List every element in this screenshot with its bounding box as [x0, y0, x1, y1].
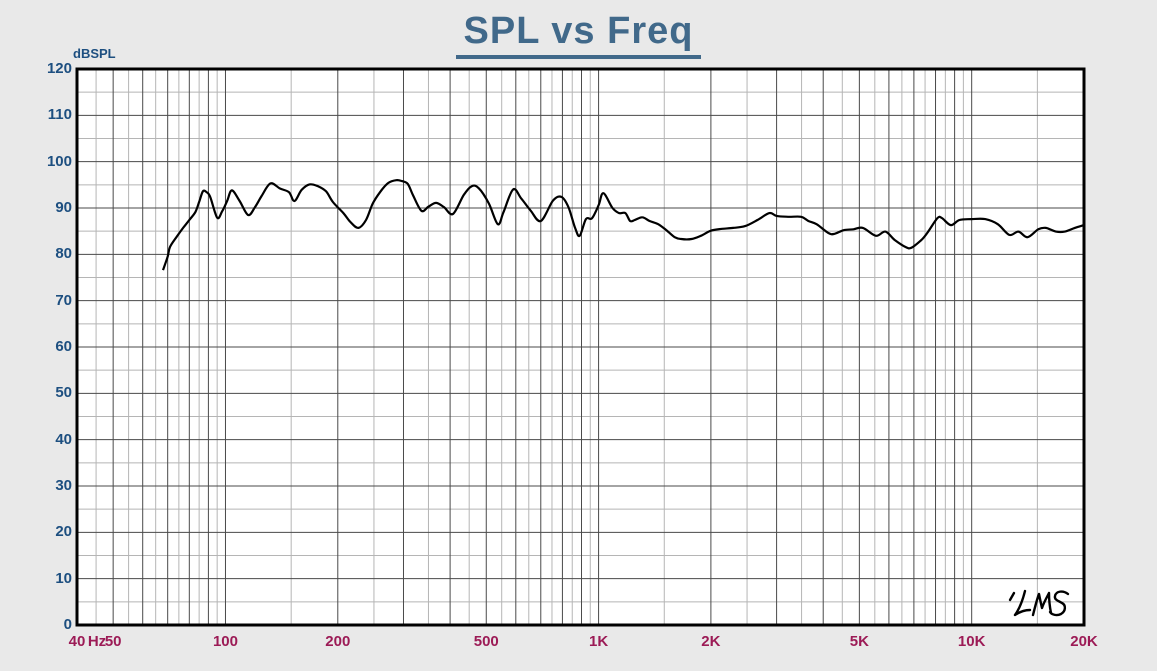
- lms-logo-icon: [1008, 589, 1070, 617]
- x-tick-label: 10K: [957, 633, 986, 650]
- plot-frame: [75, 67, 1086, 627]
- x-tick-label: 20K: [1070, 633, 1098, 650]
- y-tick-label: 20: [55, 523, 72, 541]
- chart-title: SPL vs Freq: [0, 10, 1157, 59]
- y-tick-label: 70: [55, 291, 72, 309]
- x-tick-label: 100: [212, 633, 238, 650]
- x-tick-label: 1K: [588, 633, 609, 650]
- y-tick-label: 100: [46, 152, 72, 170]
- x-tick-label: 2K: [701, 633, 721, 650]
- y-tick-label: 0: [63, 616, 72, 633]
- y-tick-label: 10: [55, 569, 72, 587]
- x-tick-label: 200: [325, 633, 351, 650]
- y-tick-label: 80: [55, 245, 72, 263]
- x-tick-label: 50: [104, 633, 122, 650]
- y-tick-label: 90: [55, 199, 72, 216]
- x-tick-label: 5K: [849, 633, 869, 650]
- y-tick-label: 110: [47, 106, 72, 124]
- y-tick-label: 60: [55, 338, 72, 355]
- y-tick-label: 40: [55, 430, 72, 448]
- grid-major-lines: [77, 69, 1084, 625]
- y-tick-label: 30: [55, 477, 72, 494]
- x-axis-unit-label: Hz: [87, 633, 107, 650]
- spl-curve: [161, 179, 1085, 271]
- y-tick-label: 50: [55, 384, 72, 402]
- x-tick-label: 40: [68, 633, 86, 650]
- y-tick-label: 120: [46, 60, 72, 77]
- chart-title-text: SPL vs Freq: [455, 10, 702, 59]
- y-axis-unit-label: dBSPL: [73, 46, 116, 61]
- x-tick-label: 500: [473, 633, 499, 650]
